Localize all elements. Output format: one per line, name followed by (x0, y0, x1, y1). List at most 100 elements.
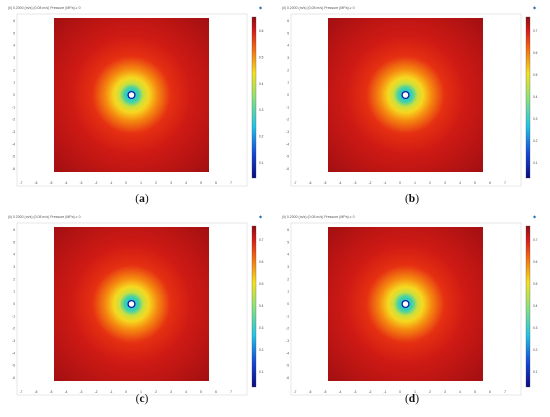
panel-c: (ii) 0.2000 (m/s) (0.08 m/s) Pressure (M… (6, 213, 277, 408)
tick-label: 1 (140, 181, 142, 185)
colorbar-tick-labels: 0.7 0.6 0.5 0.4 0.3 0.2 0.1 (533, 29, 538, 165)
tick-label: 4 (13, 253, 15, 257)
y-tick-labels: 6 5 4 3 2 1 0 -1 -2 -3 -4 -5 -6 (12, 19, 15, 171)
tick-label: -4 (65, 181, 68, 185)
tick-label: 4 (459, 181, 461, 185)
tick-label: 4 (13, 44, 15, 48)
tick-label: 0.5 (259, 55, 264, 59)
tick-label: 6 (13, 19, 15, 23)
x-tick-labels: -7 -6 -5 -4 -3 -2 -1 0 1 2 3 4 5 6 7 (20, 390, 233, 394)
panel-caption: (b) (404, 193, 420, 205)
colorbar-marker-icon: ◆ (259, 214, 263, 219)
tick-label: -3 (354, 390, 357, 394)
tick-label: -2 (286, 118, 289, 122)
tick-label: 0.4 (259, 82, 264, 86)
tick-label: -2 (12, 327, 15, 331)
tick-label: 5 (474, 390, 476, 394)
tick-label: 0 (13, 93, 15, 97)
tick-label: 5 (474, 181, 476, 185)
tick-label: -5 (12, 364, 15, 368)
tick-label: 6 (215, 390, 217, 394)
tick-label: 0 (399, 390, 401, 394)
contour-plot-b: (ii) 0.2000 (m/s) (0.08 m/s) Pressure (M… (282, 5, 538, 187)
tick-label: 5 (13, 240, 15, 244)
tick-label: -3 (80, 390, 83, 394)
cavity-circle (401, 90, 410, 100)
tick-label: -2 (12, 118, 15, 122)
tick-label: -6 (12, 167, 15, 171)
tick-label: -6 (309, 181, 312, 185)
tick-label: -1 (110, 181, 113, 185)
tick-label: -3 (80, 181, 83, 185)
tick-label: 7 (230, 181, 232, 185)
panel-a: (ii) 0.2000 (m/s) (0.08 m/s) Pressure (M… (6, 4, 277, 205)
tick-label: 2 (155, 390, 157, 394)
tick-label: -4 (339, 390, 342, 394)
tick-label: 3 (13, 265, 15, 269)
tick-label: 4 (459, 390, 461, 394)
tick-label: 0.6 (533, 51, 538, 55)
tick-label: 2 (13, 68, 15, 72)
tick-label: 1 (13, 290, 15, 294)
tick-label: -6 (12, 376, 15, 380)
tick-label: -1 (286, 314, 289, 318)
tick-label: 2 (13, 277, 15, 281)
tick-label: -3 (286, 339, 289, 343)
tick-label: -2 (369, 181, 372, 185)
tick-label: 6 (287, 19, 289, 23)
tick-label: -2 (95, 390, 98, 394)
tick-label: 3 (444, 390, 446, 394)
tick-label: -5 (286, 364, 289, 368)
tick-label: 2 (155, 181, 157, 185)
tick-label: -1 (384, 181, 387, 185)
colorbar (251, 225, 257, 388)
tick-label: -2 (286, 327, 289, 331)
tick-label: 4 (287, 44, 289, 48)
tick-label: 7 (504, 390, 506, 394)
panel-header: (ii) 0.2000 (m/s) (0.08 m/s) Pressure (M… (282, 6, 355, 10)
tick-label: 3 (287, 265, 289, 269)
tick-label: -7 (20, 390, 23, 394)
tick-label: -5 (50, 181, 53, 185)
tick-label: 0 (287, 302, 289, 306)
tick-label: 3 (444, 181, 446, 185)
tick-label: 0.2 (259, 348, 264, 352)
panel-header: (ii) 0.2000 (m/s) (0.08 m/s) Pressure (M… (8, 6, 81, 10)
tick-label: -1 (110, 390, 113, 394)
tick-label: 0.5 (533, 73, 538, 77)
tick-label: 4 (185, 181, 187, 185)
tick-label: 6 (489, 181, 491, 185)
tick-label: 0.7 (533, 238, 538, 242)
y-tick-labels: 6 5 4 3 2 1 0 -1 -2 -3 -4 -5 -6 (286, 228, 289, 380)
tick-label: 0.1 (533, 161, 538, 165)
tick-label: -4 (65, 390, 68, 394)
tick-label: 0.1 (533, 370, 538, 374)
tick-label: 1 (140, 390, 142, 394)
tick-label: 3 (13, 56, 15, 60)
tick-label: 1 (414, 181, 416, 185)
x-tick-labels: -7 -6 -5 -4 -3 -2 -1 0 1 2 3 4 5 6 7 (294, 390, 507, 394)
tick-label: -4 (12, 142, 15, 146)
colorbar-marker-icon: ◆ (533, 5, 537, 10)
tick-label: 3 (287, 56, 289, 60)
colorbar (251, 16, 257, 179)
cavity-circle (127, 299, 136, 309)
contour-plot-a: (ii) 0.2000 (m/s) (0.08 m/s) Pressure (M… (8, 5, 264, 187)
tick-label: 0.2 (533, 348, 538, 352)
panel-b: (ii) 0.2000 (m/s) (0.08 m/s) Pressure (M… (280, 4, 550, 205)
cavity-circle (401, 299, 410, 309)
tick-label: -2 (369, 390, 372, 394)
tick-label: -5 (286, 155, 289, 159)
tick-label: -3 (286, 130, 289, 134)
tick-label: 0 (399, 181, 401, 185)
tick-label: 7 (504, 181, 506, 185)
tick-label: 0 (13, 302, 15, 306)
tick-label: 0.1 (259, 161, 264, 165)
tick-label: 0.7 (259, 238, 264, 242)
tick-label: -6 (286, 376, 289, 380)
tick-label: 0.3 (259, 326, 264, 330)
tick-label: 4 (185, 390, 187, 394)
tick-label: 0.7 (533, 29, 538, 33)
colorbar (525, 225, 531, 388)
tick-label: 0 (125, 390, 127, 394)
